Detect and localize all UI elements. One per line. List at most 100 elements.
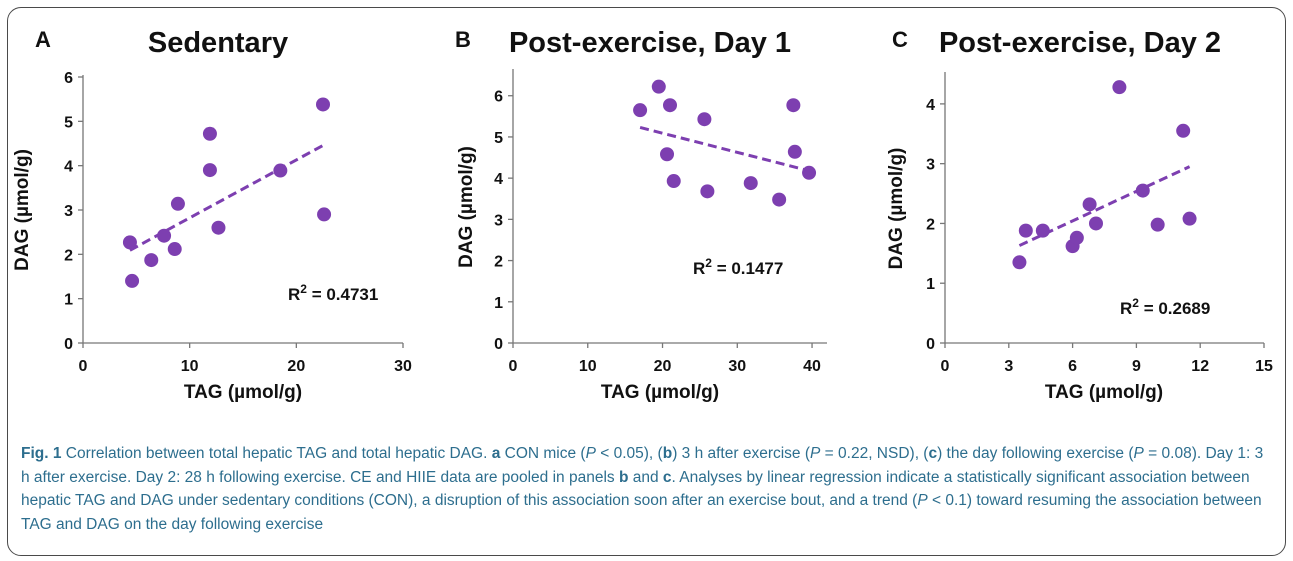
panel-c-data-point <box>1082 197 1097 212</box>
caption-text-7: and <box>628 468 663 486</box>
panel-a-data-point <box>167 242 182 257</box>
panel-c-title: Post-exercise, Day 2 <box>939 27 1221 59</box>
panel-b-r2-superscript: 2 <box>705 256 712 270</box>
caption-ref-b2: b <box>618 468 629 486</box>
caption-ref-a: a <box>491 445 501 462</box>
panel-c-y-tick-label: 2 <box>926 216 935 233</box>
panel-c-y-tick-label: 1 <box>926 276 935 293</box>
panel-b-letter: B <box>455 27 471 52</box>
caption-p-4: P <box>917 492 928 509</box>
panel-c-y-axis-label: DAG (µmol/g) <box>886 148 907 270</box>
caption-ref-b: b <box>662 445 673 462</box>
panel-a-r2-value: = 0.4731 <box>307 285 378 304</box>
panel-c-y-tick-label: 0 <box>926 336 935 353</box>
panel-b-x-tick-label: 20 <box>654 358 672 375</box>
caption-p-3: P <box>1133 445 1144 462</box>
caption-text-5: ) the day following exercise ( <box>937 445 1134 462</box>
panel-b-r2-annotation: R2 = 0.1477 <box>693 256 783 278</box>
caption-p-2: P <box>810 445 821 462</box>
panel-a-x-tick-label: 30 <box>394 358 412 375</box>
panel-b-y-tick-label: 0 <box>494 336 503 353</box>
figure-frame <box>7 7 1286 556</box>
panel-b-title: Post-exercise, Day 1 <box>509 27 791 59</box>
caption-lead: Correlation between total hepatic TAG an… <box>61 445 492 462</box>
panel-a-y-tick-label: 2 <box>64 247 73 264</box>
panel-a-x-tick-label: 10 <box>181 358 199 375</box>
panel-b-y-tick-label: 2 <box>494 254 503 271</box>
panel-b-x-tick-label: 0 <box>509 358 518 375</box>
panel-c-data-point <box>1069 230 1084 245</box>
panel-b-data-point <box>651 79 666 94</box>
panel-a-y-tick-label: 6 <box>64 70 73 87</box>
panel-a-data-point <box>316 97 330 112</box>
caption-text-9: < 0.1) toward resuming the association b… <box>21 492 1262 533</box>
panel-b-trendline <box>639 126 810 173</box>
panel-b-data-point <box>802 165 817 180</box>
panel-b-data-point <box>786 98 801 113</box>
panel-a-y-tick-label: 3 <box>64 203 73 220</box>
panel-b-y-tick-label: 1 <box>494 295 503 312</box>
panel-c-y-tick-label: 4 <box>926 97 935 114</box>
panel-c-data-point <box>1035 223 1050 238</box>
panel-a-y-axis-label: DAG (µmol/g) <box>12 149 33 271</box>
panel-a-y-tick-label: 0 <box>64 336 73 353</box>
panel-b-r2-value: = 0.1477 <box>712 259 783 278</box>
panel-c-letter: C <box>892 27 908 52</box>
caption-text-4: = 0.22, NSD), ( <box>820 445 929 462</box>
panel-a-data-point <box>211 220 226 235</box>
caption-fig-label: Fig. 1 <box>21 445 62 462</box>
panel-b-y-axis-label: DAG (µmol/g) <box>456 146 477 268</box>
panel-a-x-tick-label: 20 <box>287 358 305 375</box>
caption-text-6: = 0.08). Day 1: 3 h after exercise. Day … <box>21 445 1264 486</box>
panel-c-r2-value: = 0.2689 <box>1139 299 1210 318</box>
panel-c-r2-annotation: R2 = 0.2689 <box>1120 296 1210 318</box>
panel-b-data-point <box>772 192 787 207</box>
panel-b-x-tick-label: 40 <box>803 358 821 375</box>
panel-a-y-tick-label: 4 <box>64 159 73 176</box>
caption-ref-c2: c <box>662 468 672 486</box>
panel-b-y-tick-label: 4 <box>494 171 503 188</box>
panel-c-data-point <box>1012 255 1027 270</box>
panel-b-y-tick-label: 3 <box>494 212 503 229</box>
panel-b-data-point <box>633 103 648 118</box>
panel-a-data-point <box>202 126 217 141</box>
panel-b-y-tick-label: 5 <box>494 130 503 147</box>
panel-a-data-point <box>122 235 137 250</box>
panel-b-y-tick-label: 6 <box>494 89 503 106</box>
panel-b-data-point <box>697 112 712 127</box>
panel-c-data-point <box>1182 211 1197 226</box>
panel-c-x-tick-label: 9 <box>1132 358 1141 375</box>
panel-c-data-point <box>1112 80 1127 95</box>
panel-b-data-point <box>666 174 681 189</box>
panel-a-r2-superscript: 2 <box>300 282 307 296</box>
panel-c-x-tick-label: 3 <box>1004 358 1013 375</box>
panel-b-data-point <box>743 176 758 191</box>
panel-a-data-point <box>202 163 217 178</box>
panel-a-r2-annotation: R2 = 0.4731 <box>288 282 378 304</box>
panel-a-data-point <box>170 196 185 211</box>
panel-c-data-point <box>1018 223 1033 238</box>
panel-c-data-point <box>1135 183 1150 198</box>
panel-a-y-tick-label: 5 <box>64 114 73 131</box>
panel-c-x-tick-label: 12 <box>1191 358 1209 375</box>
panel-a-data-point <box>125 273 140 288</box>
panel-c-x-tick-label: 6 <box>1068 358 1077 375</box>
panel-b-x-tick-label: 30 <box>728 358 746 375</box>
panel-a-title: Sedentary <box>148 27 288 59</box>
panel-c-data-point <box>1088 216 1103 231</box>
panel-a-data-point <box>144 253 159 268</box>
panel-c-data-point <box>1176 123 1191 138</box>
panel-c-y-tick-label: 3 <box>926 157 935 174</box>
panel-c-data-point <box>1150 217 1165 232</box>
panel-a-x-tick-label: 0 <box>79 358 88 375</box>
panel-a-data-point <box>273 163 288 178</box>
panel-b-data-point <box>787 144 802 159</box>
caption-p-1: P <box>585 445 596 462</box>
figure-caption: Fig. 1 Correlation between total hepatic… <box>21 442 1276 536</box>
panel-c-r2-superscript: 2 <box>1132 296 1139 310</box>
panel-c-x-tick-label: 15 <box>1255 358 1273 375</box>
caption-text-8: . Analyses by linear regression indicate… <box>21 468 1250 510</box>
caption-text-1: CON mice ( <box>500 445 586 462</box>
panel-b-x-tick-label: 10 <box>579 358 597 375</box>
